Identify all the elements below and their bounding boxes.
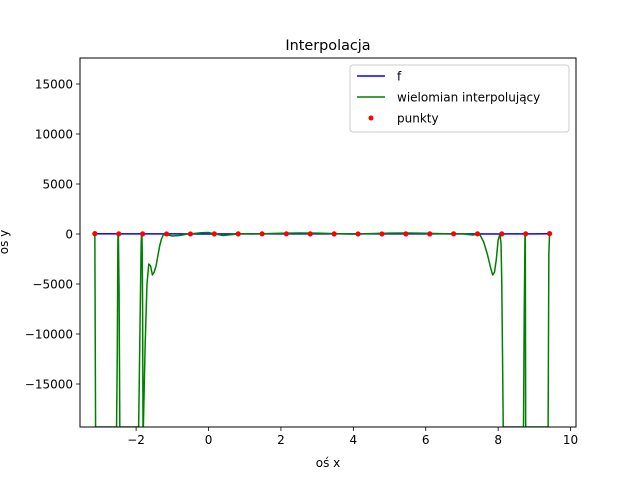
- data-point: [475, 231, 480, 236]
- data-point: [523, 231, 528, 236]
- data-point: [260, 231, 265, 236]
- data-point: [188, 231, 193, 236]
- legend-marker-points: [369, 116, 374, 121]
- data-point: [212, 231, 217, 236]
- y-tick-label: −15000: [25, 377, 73, 391]
- data-point: [332, 231, 337, 236]
- x-tick-label: 6: [422, 433, 430, 447]
- x-tick-label: 0: [205, 433, 213, 447]
- data-point: [236, 231, 241, 236]
- y-tick-label: 15000: [35, 77, 73, 91]
- data-point: [547, 231, 552, 236]
- data-point: [308, 231, 313, 236]
- legend-label-points: punkty: [397, 112, 439, 126]
- y-tick-label: −5000: [32, 277, 73, 291]
- data-point: [284, 231, 289, 236]
- x-tick-label: 8: [494, 433, 502, 447]
- chart-title: Interpolacja: [285, 38, 370, 54]
- legend: f wielomian interpolujący punkty: [350, 65, 569, 132]
- data-point: [427, 231, 432, 236]
- x-tick-label: 2: [277, 433, 285, 447]
- data-point: [116, 231, 121, 236]
- data-point: [355, 231, 360, 236]
- x-tick-label: 4: [350, 433, 358, 447]
- y-tick-label: 0: [65, 227, 73, 241]
- y-tick-label: 10000: [35, 127, 73, 141]
- y-tick-label: −10000: [25, 327, 73, 341]
- data-point: [92, 231, 97, 236]
- x-axis-label: oś x: [316, 456, 341, 470]
- data-point: [403, 231, 408, 236]
- y-tick-label: 5000: [42, 177, 73, 191]
- data-point: [379, 231, 384, 236]
- x-tick-label: 10: [563, 433, 578, 447]
- data-point: [451, 231, 456, 236]
- x-tick-label: −2: [127, 433, 145, 447]
- data-point: [499, 231, 504, 236]
- legend-label-polynomial: wielomian interpolujący: [397, 91, 540, 105]
- y-axis-label: oś y: [0, 230, 11, 255]
- data-point: [164, 231, 169, 236]
- data-point: [140, 231, 145, 236]
